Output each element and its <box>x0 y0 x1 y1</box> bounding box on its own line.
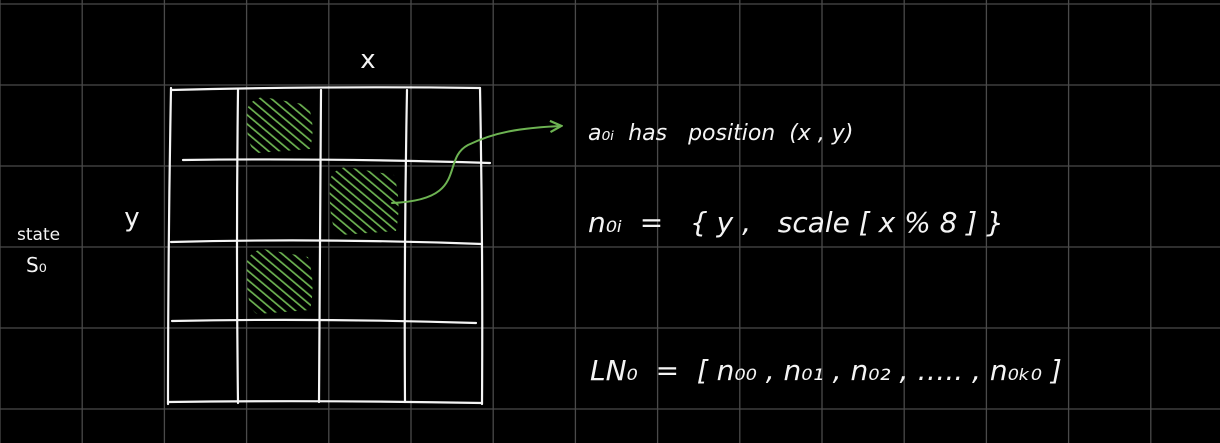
matrix-border-right <box>478 86 484 406</box>
matrix-row-line-3 <box>170 318 478 325</box>
y-axis-label: y <box>124 203 139 233</box>
matrix-border-top <box>169 86 482 92</box>
matrix-col-line-3 <box>403 88 409 404</box>
matrix-border-left <box>166 86 173 406</box>
x-axis-label: x <box>360 45 375 75</box>
highlighted-cell <box>246 97 313 153</box>
list-equation: LN₀ = [ n₀₀ , n₀₁ , n₀₂ , ….. , n₀ₖ₀ ] <box>590 354 1062 387</box>
equations: a₀ᵢ has position (x , y) n₀ᵢ = { y , sca… <box>588 121 1062 387</box>
matrix-col-line-2 <box>317 88 323 404</box>
matrix-row-line-1 <box>181 158 492 165</box>
state-subscript-label: S₀ <box>26 253 47 277</box>
note-equation: n₀ᵢ = { y , scale [ x % 8 ] } <box>588 206 1004 239</box>
matrix-col-line-1 <box>235 88 240 405</box>
pointer-arrow <box>391 126 560 204</box>
state-label: state <box>17 225 60 245</box>
highlighted-cells <box>246 97 399 314</box>
matrix-border-bottom <box>166 400 484 405</box>
matrix-row-line-2 <box>169 239 484 246</box>
highlighted-cell <box>329 167 399 235</box>
highlighted-cell <box>246 249 313 314</box>
state-matrix <box>166 86 492 406</box>
position-statement: a₀ᵢ has position (x , y) <box>588 121 853 146</box>
